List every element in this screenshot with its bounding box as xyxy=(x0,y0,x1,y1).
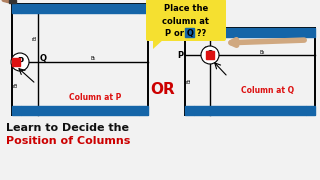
Text: Column at P: Column at P xyxy=(69,93,121,102)
Text: B₅: B₅ xyxy=(90,57,96,62)
Bar xyxy=(185,106,194,115)
Text: Position of Columns: Position of Columns xyxy=(6,136,130,146)
Text: Place the
column at
P or Q ??: Place the column at P or Q ?? xyxy=(163,4,210,38)
Text: Q: Q xyxy=(206,51,213,60)
Bar xyxy=(206,51,214,59)
Text: B₁: B₁ xyxy=(204,43,210,49)
Text: B₃: B₃ xyxy=(13,81,19,87)
Bar xyxy=(139,106,148,115)
Text: B₃: B₃ xyxy=(260,50,265,55)
Bar xyxy=(306,28,315,37)
Bar xyxy=(12,106,21,115)
Bar xyxy=(306,106,315,115)
Text: B₂: B₂ xyxy=(187,78,191,83)
Bar xyxy=(194,106,306,115)
Bar xyxy=(21,4,139,13)
Bar xyxy=(12,4,21,13)
Bar xyxy=(9,0,16,3)
Bar xyxy=(194,28,306,37)
Bar xyxy=(139,4,148,13)
Text: B₁: B₁ xyxy=(33,35,37,40)
FancyBboxPatch shape xyxy=(146,0,226,41)
Circle shape xyxy=(11,53,29,71)
Text: OR: OR xyxy=(151,82,175,98)
Circle shape xyxy=(201,46,219,64)
Bar xyxy=(21,106,139,115)
Polygon shape xyxy=(153,39,164,49)
Bar xyxy=(185,28,194,37)
Text: P: P xyxy=(177,51,183,60)
Text: P: P xyxy=(17,57,23,66)
Text: Learn to Decide the: Learn to Decide the xyxy=(6,123,129,133)
Text: Column at Q: Column at Q xyxy=(241,86,294,94)
Text: Q: Q xyxy=(39,53,46,62)
Bar xyxy=(12,58,20,66)
